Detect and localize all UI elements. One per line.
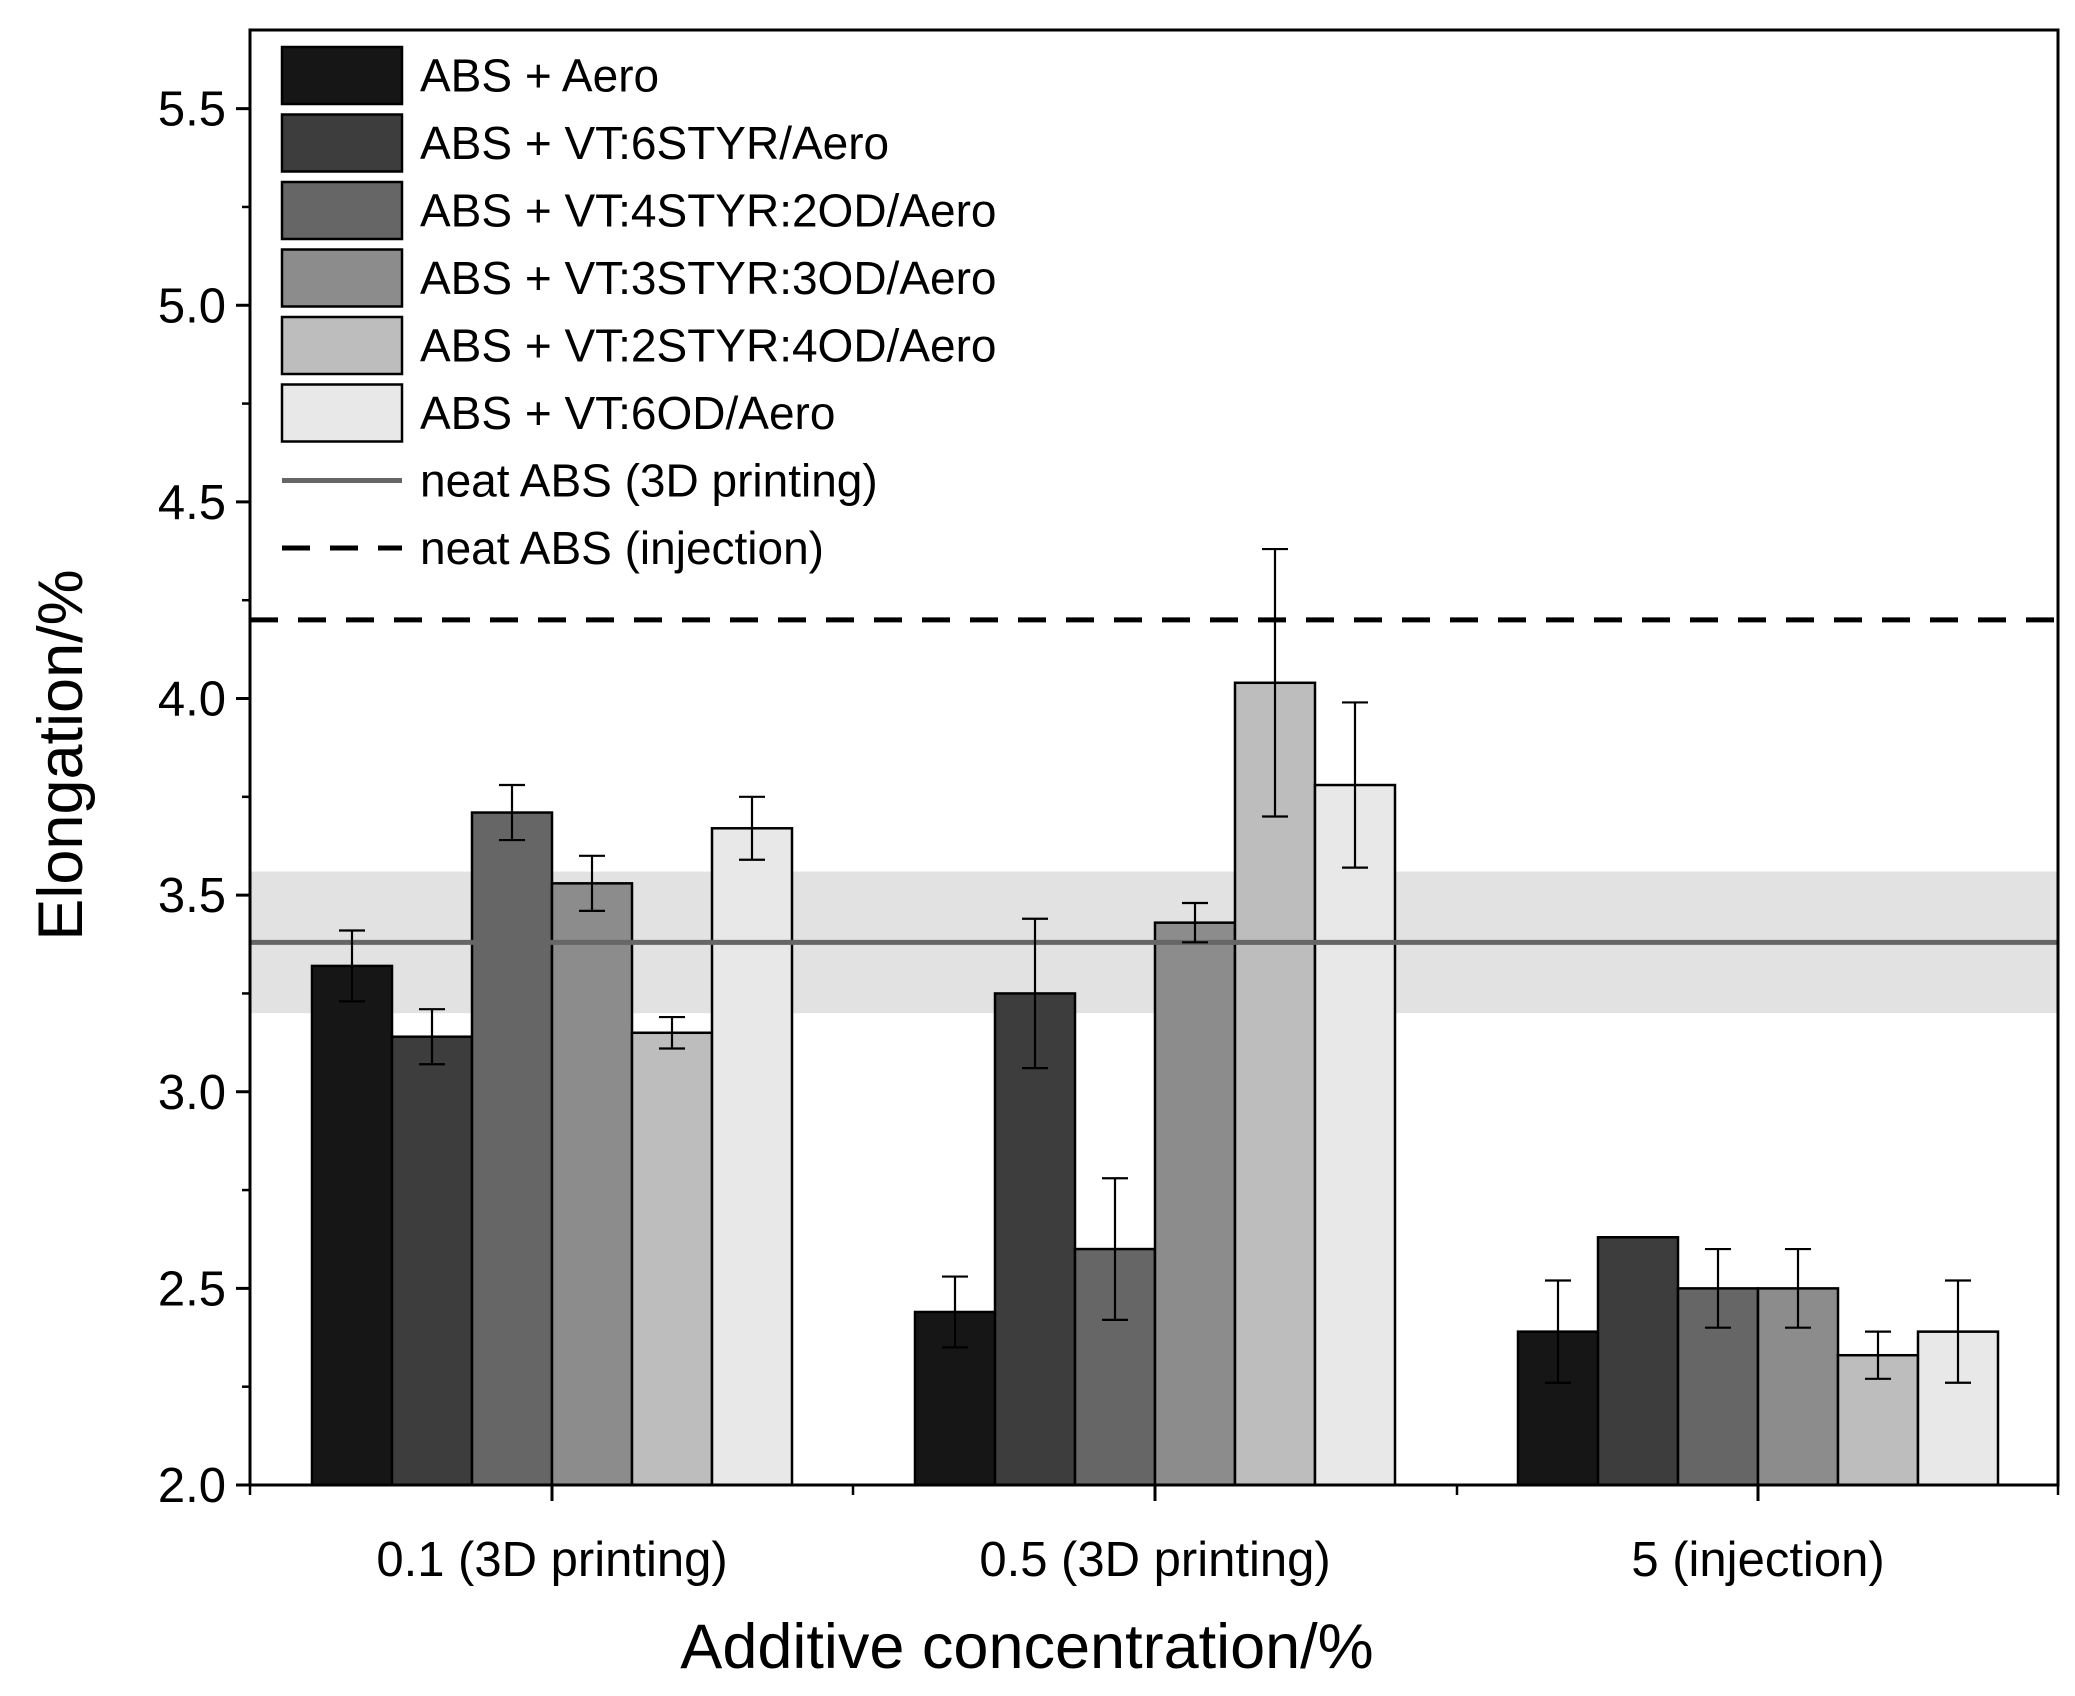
x-axis-title: Additive concentration/% bbox=[680, 1612, 1373, 1682]
error-bar-4-0 bbox=[659, 1015, 685, 1050]
error-bar-0-1 bbox=[942, 1275, 968, 1349]
bar-1-2 bbox=[1596, 1236, 1680, 1487]
legend-label-ref-1: neat ABS (injection) bbox=[420, 522, 824, 574]
x-category-label: 5 (injection) bbox=[1631, 1533, 1884, 1587]
error-bar-5-1 bbox=[1342, 701, 1368, 869]
y-tick-label: 5.0 bbox=[158, 279, 226, 333]
error-bar-4-2 bbox=[1865, 1330, 1891, 1380]
error-bar-2-1 bbox=[1102, 1177, 1128, 1321]
legend-swatch-1 bbox=[280, 113, 404, 173]
error-bar-3-1 bbox=[1182, 901, 1208, 944]
bar-3-1 bbox=[1153, 921, 1237, 1487]
error-bar-3-2 bbox=[1785, 1247, 1811, 1329]
error-bar-1-1 bbox=[1022, 917, 1048, 1070]
bars-layer bbox=[310, 681, 2000, 1487]
bar-2-0 bbox=[470, 811, 554, 1487]
bar-0-0 bbox=[310, 964, 394, 1487]
bar-4-0 bbox=[630, 1031, 714, 1487]
x-category-label: 0.1 (3D printing) bbox=[376, 1533, 727, 1587]
bar-3-0 bbox=[550, 882, 634, 1487]
legend-swatch-4 bbox=[280, 315, 404, 376]
y-tick-label: 5.5 bbox=[158, 83, 226, 137]
error-bar-5-0 bbox=[739, 795, 765, 861]
legend-swatch-2 bbox=[280, 180, 404, 241]
bar-1-1 bbox=[993, 992, 1077, 1487]
error-bar-0-0 bbox=[339, 929, 365, 1003]
legend-label-ref-0: neat ABS (3D printing) bbox=[420, 455, 878, 507]
legend-label-1: ABS + VT:6STYR/Aero bbox=[420, 117, 889, 169]
legend-swatch-3 bbox=[280, 248, 404, 308]
y-tick-label: 4.5 bbox=[158, 476, 226, 530]
bar-1-0 bbox=[390, 1035, 474, 1487]
legend-label-0: ABS + Aero bbox=[420, 50, 659, 102]
error-bar-0-2 bbox=[1545, 1279, 1571, 1384]
y-axis-title: Elongation/% bbox=[26, 569, 96, 940]
legend-label-4: ABS + VT:2STYR:4OD/Aero bbox=[420, 320, 997, 372]
legend-label-2: ABS + VT:4STYR:2OD/Aero bbox=[420, 185, 997, 237]
axes-layer: 2.0 2.5 3.0 3.5 4.0 4.5 5.0 5.5 0.1 (3D printing… bbox=[158, 28, 2060, 1587]
x-category-label: 0.5 (3D printing) bbox=[979, 1533, 1330, 1587]
error-bar-3-0 bbox=[579, 854, 605, 912]
y-tick-label: 2.5 bbox=[158, 1262, 226, 1316]
reference-lines-layer bbox=[250, 617, 2058, 945]
bar-5-0 bbox=[710, 827, 794, 1487]
y-tick-label: 3.5 bbox=[158, 869, 226, 923]
legend: ABS + Aero ABS + VT:6STYR/Aero ABS + VT:4S… bbox=[280, 45, 997, 574]
error-bar-1-0 bbox=[419, 1008, 445, 1066]
y-tick-label: 4.0 bbox=[158, 673, 226, 727]
y-tick-label: 3.0 bbox=[158, 1066, 226, 1120]
error-bar-2-0 bbox=[499, 783, 525, 842]
legend-label-3: ABS + VT:3STYR:3OD/Aero bbox=[420, 252, 997, 304]
legend-swatch-0 bbox=[280, 45, 404, 106]
error-bar-2-2 bbox=[1705, 1247, 1731, 1329]
error-bar-5-2 bbox=[1945, 1279, 1971, 1384]
error-bars-layer bbox=[339, 547, 1971, 1384]
y-tick-label: 2.0 bbox=[158, 1459, 226, 1513]
legend-label-5: ABS + VT:6OD/Aero bbox=[420, 387, 835, 439]
legend-swatch-5 bbox=[280, 383, 404, 443]
error-bar-4-1 bbox=[1262, 547, 1288, 818]
bar-5-1 bbox=[1313, 783, 1397, 1487]
